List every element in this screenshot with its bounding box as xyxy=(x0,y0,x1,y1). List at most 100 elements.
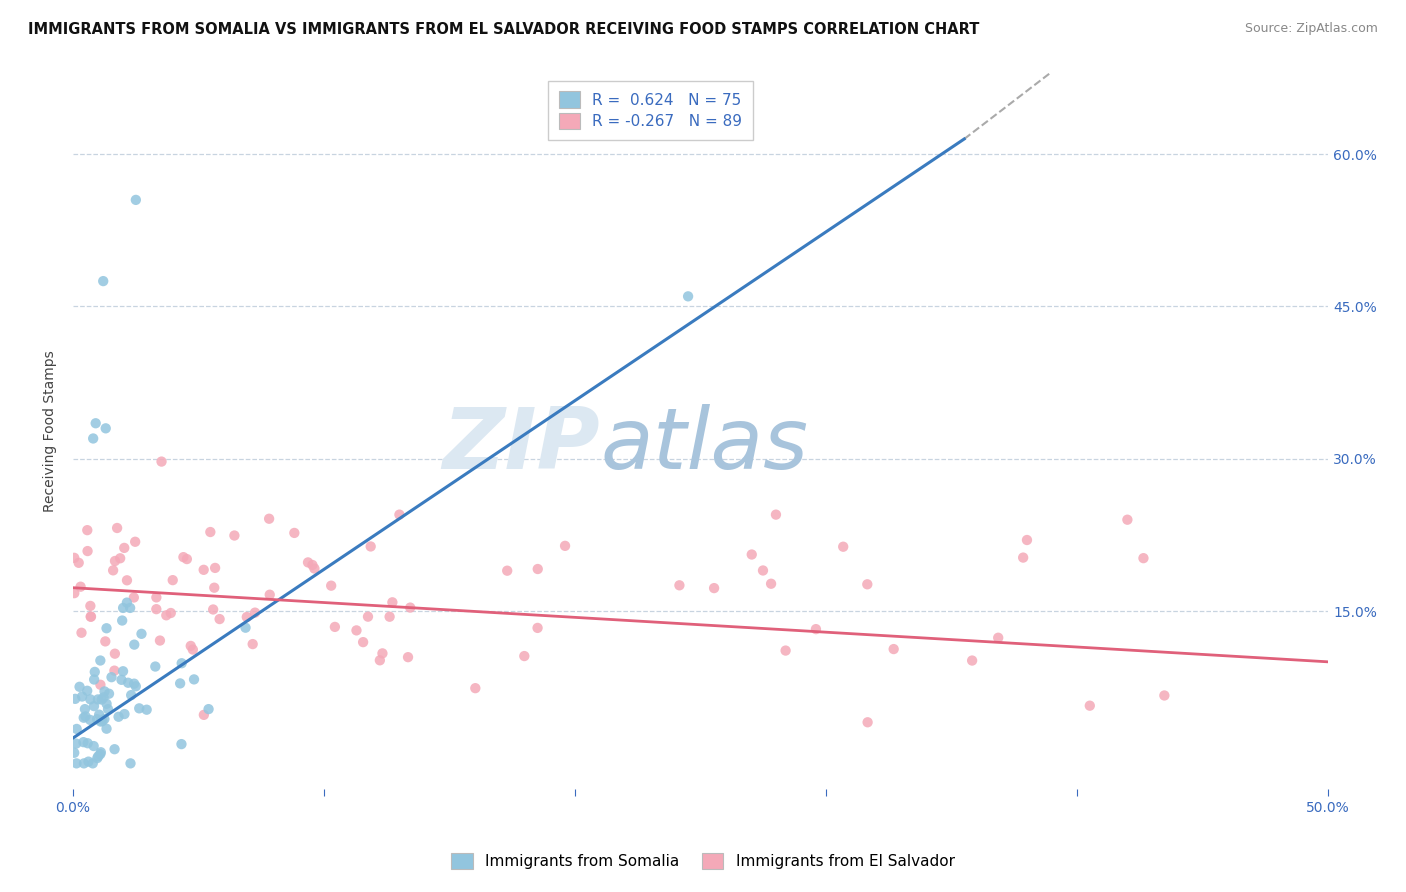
Point xyxy=(243,606,266,620)
Point xyxy=(110,673,132,687)
Point xyxy=(112,665,135,679)
Point xyxy=(235,621,257,635)
Point xyxy=(224,528,246,542)
Text: IMMIGRANTS FROM SOMALIA VS IMMIGRANTS FROM EL SALVADOR RECEIVING FOOD STAMPS COR: IMMIGRANTS FROM SOMALIA VS IMMIGRANTS FR… xyxy=(28,22,980,37)
Point xyxy=(120,756,142,771)
Point xyxy=(1116,513,1139,527)
Point xyxy=(145,591,167,605)
Point xyxy=(77,755,100,769)
Point xyxy=(703,581,725,595)
Point xyxy=(368,653,391,667)
Point xyxy=(883,642,905,657)
Point xyxy=(104,647,127,661)
Point xyxy=(378,609,401,624)
Point xyxy=(69,580,91,594)
Point xyxy=(76,544,98,558)
Point xyxy=(76,523,98,537)
Point xyxy=(346,624,368,638)
Point xyxy=(357,609,380,624)
Legend: R =  0.624   N = 75, R = -0.267   N = 89: R = 0.624 N = 75, R = -0.267 N = 89 xyxy=(548,80,754,140)
Point xyxy=(1012,550,1035,565)
Point xyxy=(301,558,323,572)
Point xyxy=(1015,533,1038,547)
Point xyxy=(180,639,202,653)
Point xyxy=(554,539,576,553)
Point xyxy=(526,562,548,576)
Point xyxy=(89,653,111,667)
Point xyxy=(124,638,146,652)
Point xyxy=(89,747,111,761)
Point xyxy=(90,692,112,706)
Text: atlas: atlas xyxy=(600,404,808,487)
Point xyxy=(89,678,111,692)
Point xyxy=(91,714,114,728)
Point xyxy=(73,711,96,725)
Point xyxy=(63,550,86,565)
Point xyxy=(94,421,117,435)
Point xyxy=(115,596,138,610)
Point xyxy=(668,578,690,592)
Point xyxy=(120,601,142,615)
Point xyxy=(111,614,134,628)
Point xyxy=(200,524,222,539)
Point xyxy=(112,601,135,615)
Point xyxy=(82,432,104,446)
Point xyxy=(143,659,166,673)
Point xyxy=(856,715,879,730)
Point xyxy=(1132,551,1154,566)
Point xyxy=(202,602,225,616)
Point xyxy=(371,646,394,660)
Point xyxy=(63,691,86,706)
Point xyxy=(79,599,101,613)
Point xyxy=(94,634,117,648)
Point xyxy=(79,692,101,706)
Point xyxy=(496,564,519,578)
Point xyxy=(65,737,87,751)
Point xyxy=(297,555,319,569)
Point xyxy=(242,637,264,651)
Point xyxy=(90,745,112,759)
Point xyxy=(283,525,305,540)
Point xyxy=(676,289,699,303)
Point xyxy=(399,600,422,615)
Point xyxy=(101,563,124,577)
Point xyxy=(84,416,107,430)
Point xyxy=(197,702,219,716)
Point xyxy=(124,534,146,549)
Point xyxy=(117,675,139,690)
Point xyxy=(96,621,118,635)
Point xyxy=(145,602,167,616)
Point xyxy=(104,554,127,568)
Point xyxy=(204,561,226,575)
Point xyxy=(1153,689,1175,703)
Point xyxy=(741,548,763,562)
Legend: Immigrants from Somalia, Immigrants from El Salvador: Immigrants from Somalia, Immigrants from… xyxy=(446,847,960,875)
Point xyxy=(128,701,150,715)
Point xyxy=(63,746,86,760)
Point xyxy=(125,679,148,693)
Point xyxy=(360,540,382,554)
Point xyxy=(80,609,103,624)
Point xyxy=(103,742,125,756)
Point xyxy=(112,541,135,555)
Point xyxy=(97,702,120,716)
Point xyxy=(388,508,411,522)
Point xyxy=(125,193,148,207)
Point xyxy=(96,697,118,711)
Point xyxy=(87,692,110,706)
Point xyxy=(464,681,486,695)
Y-axis label: Receiving Food Stamps: Receiving Food Stamps xyxy=(44,350,58,512)
Point xyxy=(135,703,157,717)
Point xyxy=(526,621,548,635)
Point xyxy=(115,574,138,588)
Text: Source: ZipAtlas.com: Source: ZipAtlas.com xyxy=(1244,22,1378,36)
Point xyxy=(832,540,855,554)
Point xyxy=(183,673,205,687)
Point xyxy=(396,650,419,665)
Point xyxy=(856,577,879,591)
Point xyxy=(91,274,114,288)
Point xyxy=(83,739,105,753)
Point xyxy=(775,643,797,657)
Point xyxy=(100,670,122,684)
Point xyxy=(98,687,121,701)
